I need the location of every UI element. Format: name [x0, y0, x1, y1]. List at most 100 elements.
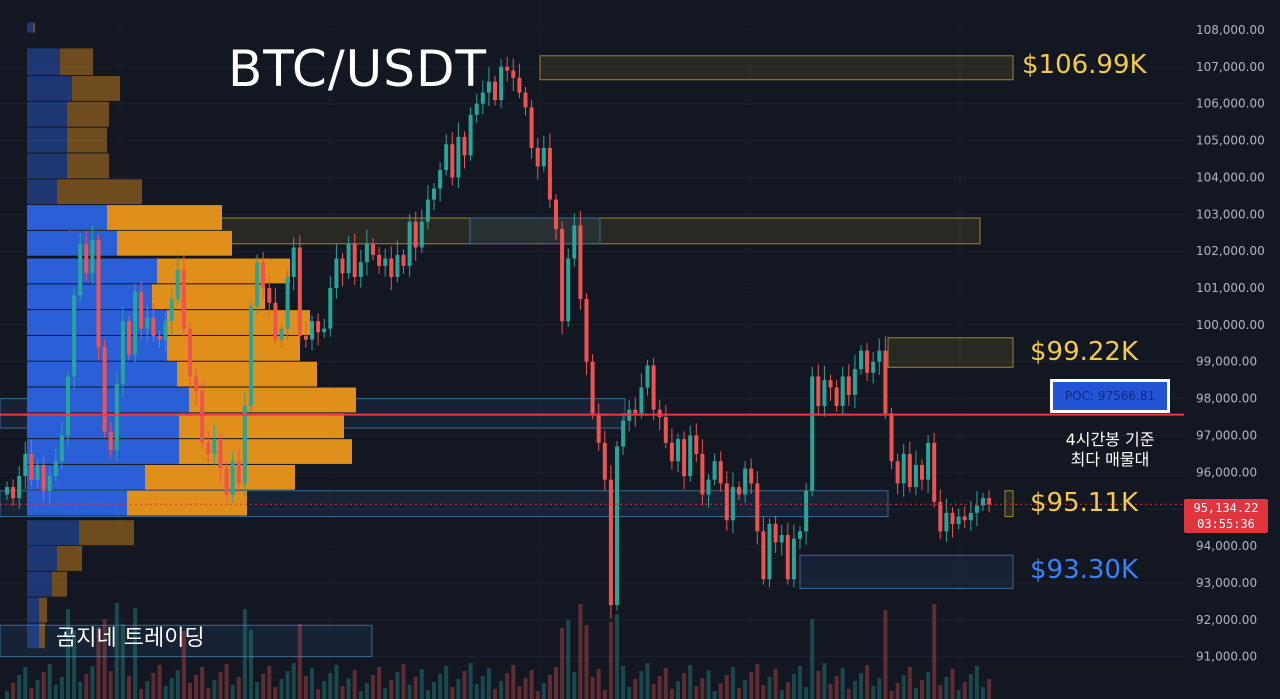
profile-bar-sell: [33, 22, 35, 33]
candle-body: [163, 321, 168, 340]
candle-body: [462, 136, 467, 156]
profile-bar-buy: [27, 597, 39, 623]
volume-bar: [572, 672, 577, 699]
candle-body: [53, 461, 58, 477]
y-tick-label: 106,000.00: [1196, 97, 1265, 111]
candle-body: [188, 328, 192, 377]
resistance-zone: [887, 337, 1014, 368]
volume-bar: [310, 668, 314, 699]
profile-bar-buy: [27, 361, 177, 387]
candle-body: [5, 487, 9, 495]
profile-bar-sell: [189, 387, 356, 413]
candle-countdown: 03:55:36: [1197, 517, 1255, 531]
candle-body: [950, 512, 955, 524]
y-tick-label: 97,000.00: [1196, 428, 1257, 442]
candle-body: [242, 405, 247, 484]
profile-bar-sell: [152, 284, 265, 310]
candle-body: [865, 350, 870, 373]
volume-bar: [535, 691, 540, 699]
profile-bar-buy: [27, 546, 57, 571]
profile-bar-buy: [27, 101, 67, 127]
candle-body: [407, 221, 412, 266]
volume-bar: [78, 682, 83, 699]
candle-body: [663, 417, 668, 443]
candle-body: [877, 350, 882, 362]
candle-body: [72, 295, 77, 377]
candle-body: [932, 442, 937, 502]
profile-bar-buy: [27, 179, 57, 205]
volume-bar: [328, 673, 333, 699]
candle-body: [450, 144, 455, 178]
price-axis: 91,000.0092,000.0093,000.0094,000.0095,0…: [1196, 23, 1265, 664]
volume-bar: [566, 620, 571, 699]
candle-body: [883, 350, 888, 414]
candle-body: [181, 269, 186, 329]
candle-body: [383, 258, 388, 266]
volume-bar: [517, 686, 522, 699]
level-label: $93.30K: [1030, 554, 1139, 585]
level-label: $106.99K: [1022, 50, 1147, 81]
volume-bar: [102, 619, 107, 699]
volume-bar: [157, 665, 162, 699]
candle-body: [926, 442, 931, 480]
volume-bar: [249, 630, 253, 699]
volume-bar: [615, 614, 619, 699]
volume-bar: [413, 677, 418, 699]
y-tick-label: 101,000.00: [1196, 281, 1265, 295]
candle-body: [297, 247, 302, 336]
volume-bar: [480, 676, 485, 699]
volume-bar: [450, 687, 455, 699]
candle-body: [566, 258, 571, 322]
volume-bar: [181, 631, 186, 699]
volume-bar: [974, 666, 979, 699]
candle-body: [920, 464, 924, 480]
candle-body: [395, 254, 400, 277]
volume-bar: [944, 677, 949, 699]
volume-bar: [871, 686, 876, 699]
candle-body: [389, 258, 394, 277]
profile-bar-sell: [39, 623, 45, 649]
profile-bar-sell: [107, 205, 222, 230]
profile-bar-buy: [27, 230, 117, 256]
volume-bar: [358, 691, 363, 699]
candle-body: [535, 147, 540, 167]
profile-bar-sell: [60, 48, 93, 76]
candle-body: [11, 487, 16, 499]
profile-bar-buy: [27, 387, 189, 413]
volume-bar: [688, 665, 693, 699]
volume-bar: [505, 673, 510, 699]
volume-bar: [285, 671, 290, 699]
y-tick-label: 100,000.00: [1196, 318, 1265, 332]
volume-bar: [798, 666, 802, 699]
volume-bar: [364, 683, 369, 699]
volume-bar: [72, 630, 77, 699]
volume-bar: [822, 663, 827, 699]
volume-bar: [169, 678, 174, 699]
volume-bar: [785, 682, 790, 699]
poc-note: 4시간봉 기준 최다 매물대: [1040, 430, 1180, 470]
candle-body: [743, 468, 748, 495]
volume-bar: [724, 675, 729, 699]
candle-body: [798, 531, 802, 539]
y-tick-label: 92,000.00: [1196, 613, 1257, 627]
volume-bar: [316, 689, 321, 699]
support-zone: [799, 554, 1014, 589]
candle-body: [285, 276, 290, 329]
poc-note-line: 4시간봉 기준: [1065, 430, 1155, 449]
volume-bar: [596, 669, 601, 699]
volume-bar: [749, 672, 754, 699]
volume-bar: [468, 663, 473, 699]
volume-bar: [578, 604, 583, 699]
candle-body: [493, 81, 497, 101]
current-price-value: 95,134.22: [1193, 501, 1259, 515]
volume-bar: [938, 685, 943, 699]
candle-body: [633, 409, 638, 414]
candle-body: [120, 321, 125, 384]
candle-body: [901, 453, 906, 484]
support-zone: [0, 624, 373, 658]
profile-bar-buy: [27, 571, 52, 597]
candle-body: [102, 346, 107, 432]
volume-bar: [17, 675, 22, 699]
profile-bar-sell: [179, 413, 344, 439]
